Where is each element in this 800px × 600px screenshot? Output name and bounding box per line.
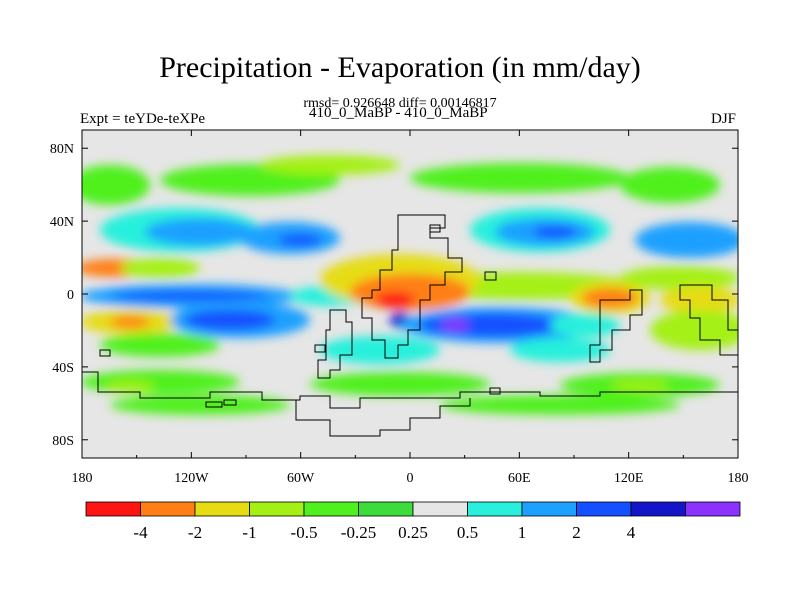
field-patch (260, 155, 400, 175)
field-patch (582, 288, 638, 308)
field-patch (635, 222, 738, 258)
colorbar-label: -1 (242, 523, 256, 542)
y-tick-label: 40S (52, 361, 74, 376)
colorbar-label: -2 (188, 523, 202, 542)
colorbar-swatch (140, 501, 196, 517)
colorbar-swatch (85, 501, 141, 517)
season-label: DJF (711, 111, 737, 127)
field-patch (375, 292, 415, 308)
field-patch (185, 310, 275, 330)
x-tick-label: 60E (508, 471, 531, 486)
field-patch (105, 381, 155, 391)
coastline-africa-eurasia (361, 214, 463, 359)
x-tick-label: 180 (72, 471, 93, 486)
x-tick-label: 120W (174, 471, 209, 486)
coastline-antarctic-shelf (295, 398, 471, 437)
field-patch (441, 319, 469, 331)
colorbar-swatch (358, 501, 414, 517)
experiment-label: Expt = teYDe-teXPe (80, 111, 206, 127)
coastline-south-america (317, 309, 353, 379)
coastlines (82, 214, 738, 437)
chart-title: Precipitation - Evaporation (in mm/day) (159, 51, 641, 84)
chart-subtitle: rmsd= 0.926648 diff= 0.00146817 (303, 96, 497, 111)
colorbar-label: -0.5 (291, 523, 318, 542)
field-patch (550, 313, 620, 337)
colorbar-label: 4 (627, 523, 636, 542)
field-patch (100, 333, 220, 357)
colorbar-swatch (685, 501, 741, 517)
colorbar: -4 -2 -1 -0.5 -0.25 0.25 0.5 1 2 4 (85, 501, 741, 542)
field-patch (145, 218, 255, 246)
colorbar-swatch (521, 501, 577, 517)
colorbar-swatch (249, 501, 305, 517)
y-tick-label: 80S (52, 434, 74, 449)
field-patch (82, 165, 150, 205)
colorbar-label: 1 (518, 523, 527, 542)
field-patch (610, 381, 670, 391)
field-patch (620, 266, 738, 290)
y-tick-label: 80N (50, 142, 74, 157)
field-patch (82, 370, 240, 394)
field-patch (320, 336, 440, 364)
field-layer (82, 155, 738, 415)
field-patch (310, 372, 490, 396)
field-patch (120, 258, 200, 278)
colorbar-label: 2 (572, 523, 581, 542)
field-patch (440, 395, 680, 415)
field-patch (110, 316, 150, 328)
coastline-antarctica (82, 371, 738, 409)
colorbar-swatch (630, 501, 686, 517)
coastline-small-islands (99, 224, 501, 408)
colorbar-swatch (194, 501, 250, 517)
period-label: 410_0_MaBP - 410_0_MaBP (309, 105, 488, 121)
field-patch (110, 395, 290, 415)
colorbar-label: -0.25 (341, 523, 376, 542)
colorbar-label: 0.25 (398, 523, 428, 542)
coastline-maritime-continent (589, 289, 643, 363)
field-patch (410, 163, 630, 193)
colorbar-label: 0.5 (457, 523, 478, 542)
colorbar-swatch (303, 501, 359, 517)
colorbar-label: -4 (133, 523, 148, 542)
colorbar-swatch (576, 501, 632, 517)
field-patch (620, 167, 720, 203)
coastline-australia-region (679, 284, 738, 356)
y-tick-label: 40N (50, 215, 74, 230)
x-tick-label: 0 (407, 471, 414, 486)
y-tick-label: 0 (67, 288, 74, 303)
colorbar-swatch (412, 501, 468, 517)
x-tick-label: 60W (287, 471, 315, 486)
field-patch (533, 226, 577, 238)
field-patch (510, 338, 610, 362)
x-tick-label: 120E (614, 471, 644, 486)
axes: 180 120W 60W 0 60E 120E 180 80N 40N 0 40S 80S (50, 130, 749, 486)
colorbar-swatch (467, 501, 523, 517)
field-patch (110, 291, 270, 301)
field-patch (278, 234, 322, 246)
x-tick-label: 180 (728, 471, 749, 486)
